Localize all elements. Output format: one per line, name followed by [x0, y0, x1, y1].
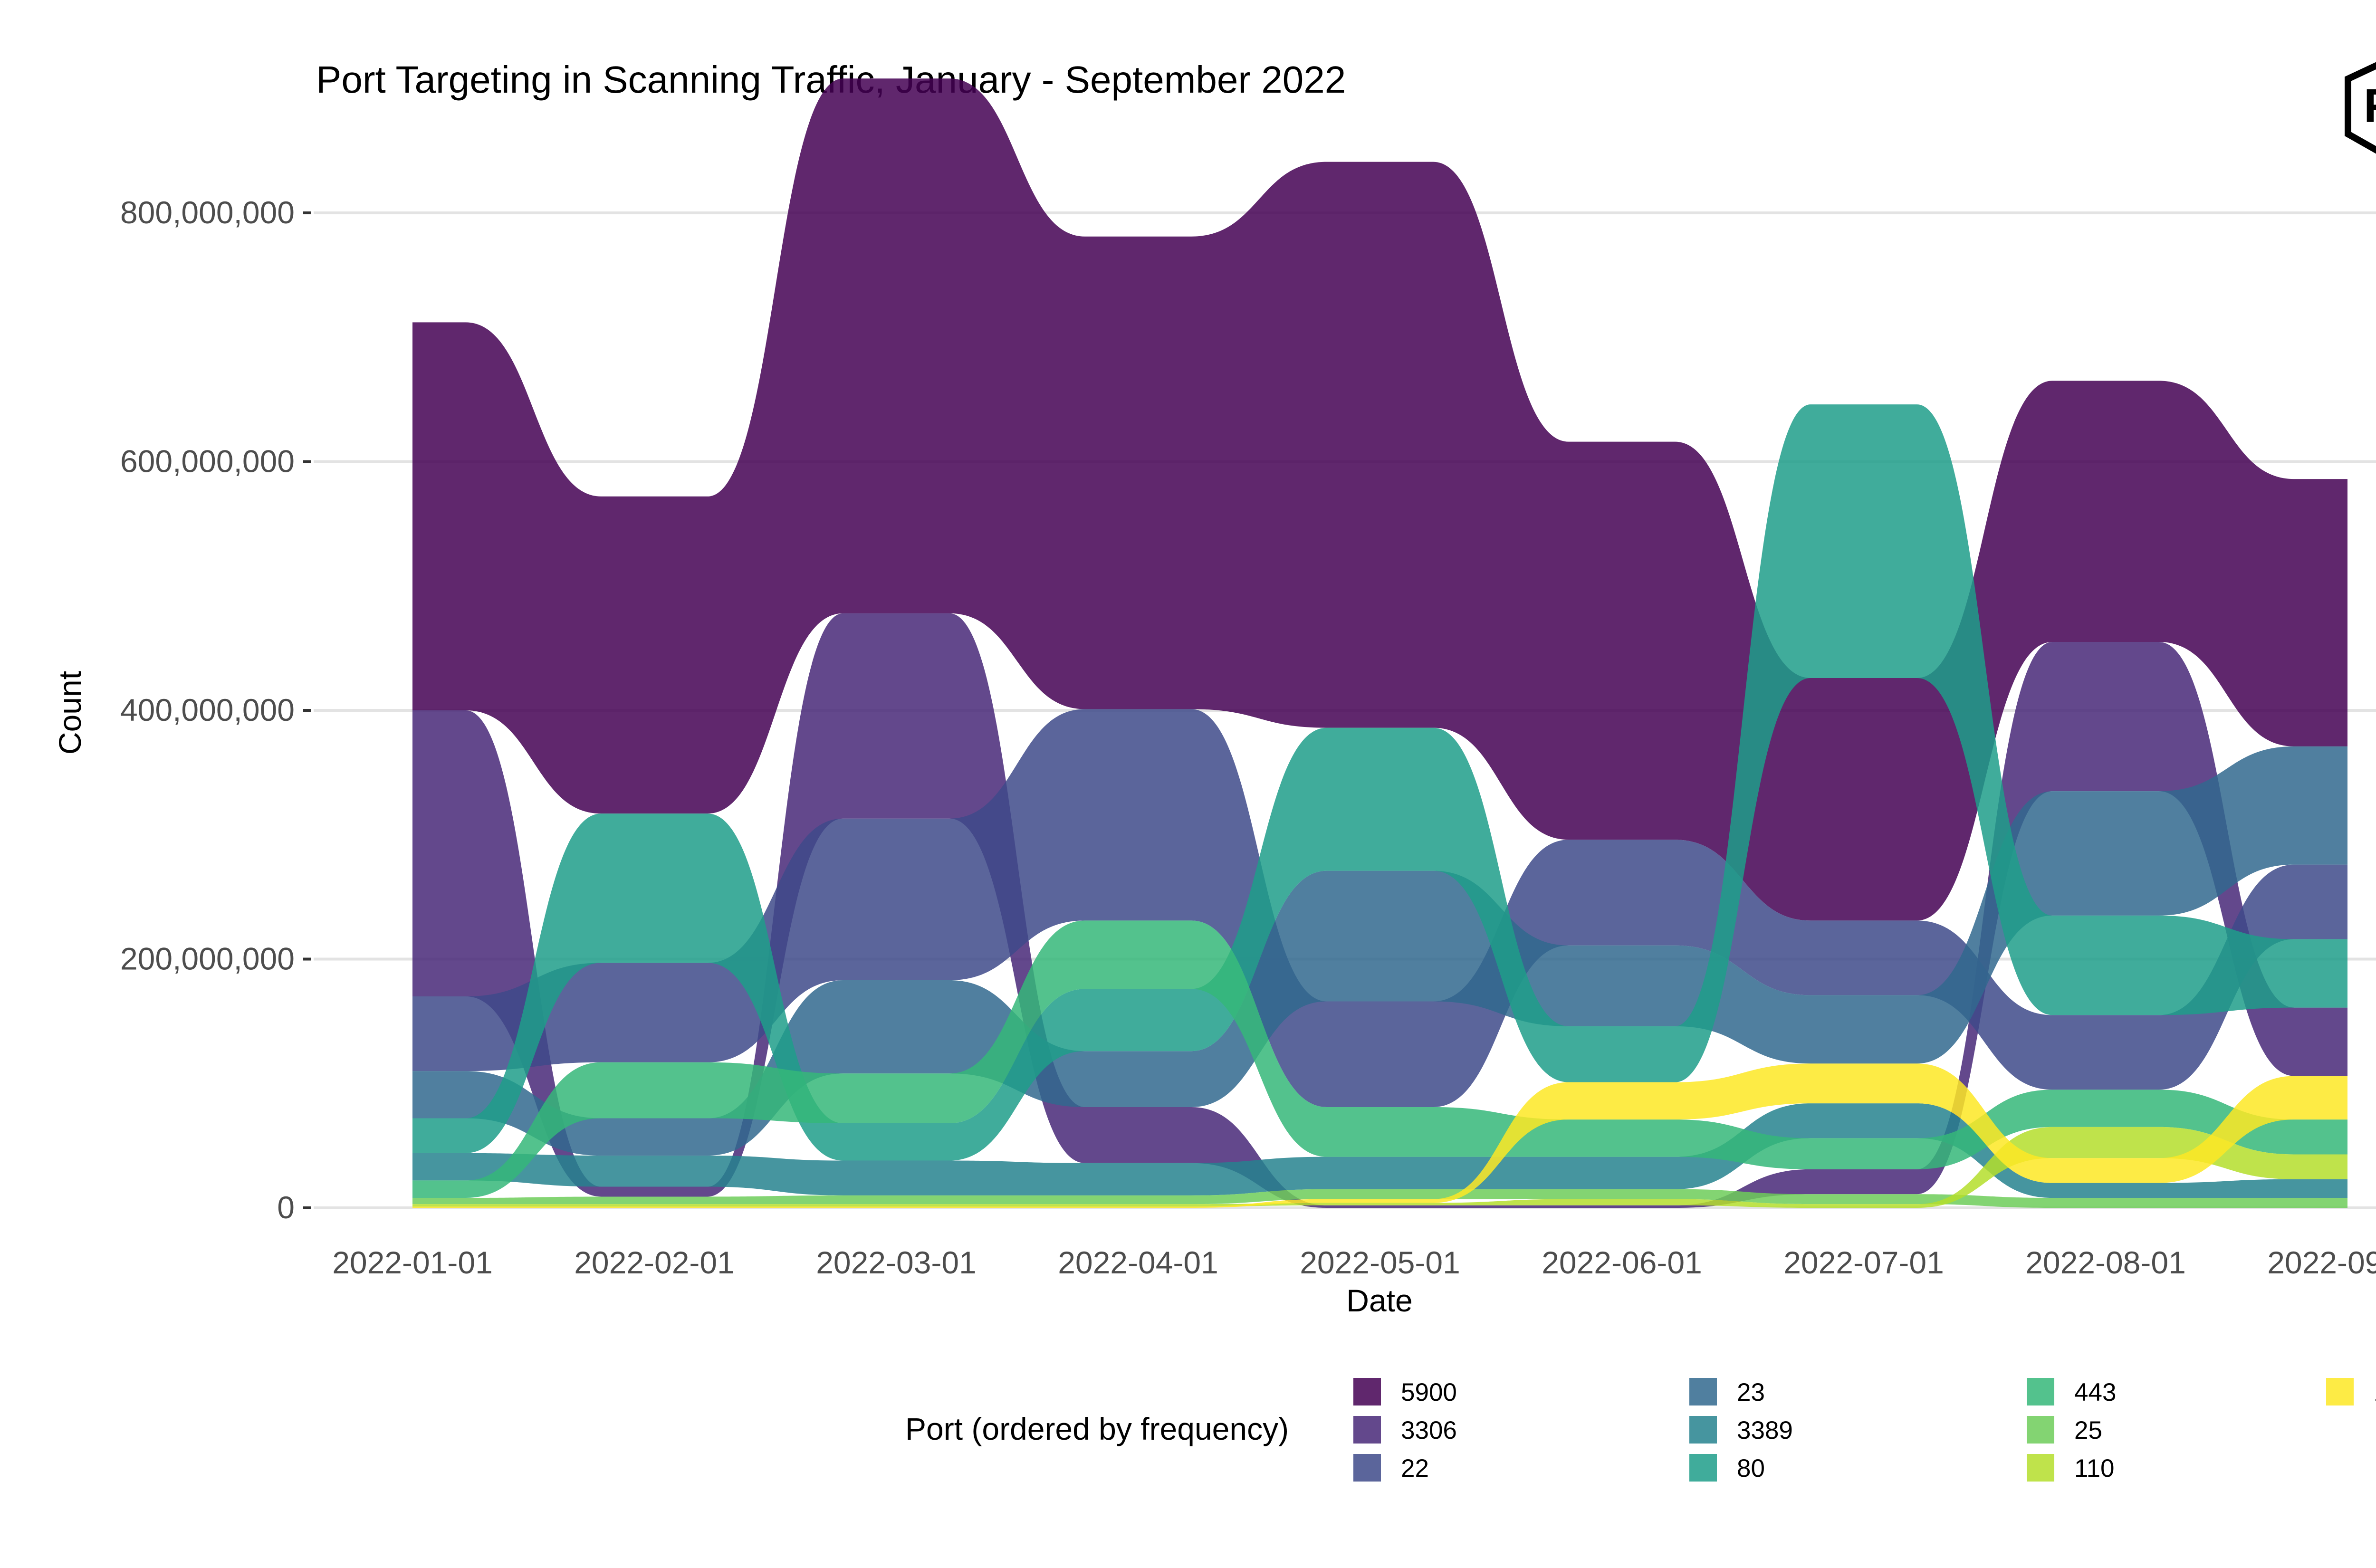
legend-label: 23: [1737, 1378, 1765, 1406]
x-tick-label: 2022-08-01: [2025, 1245, 2186, 1280]
band-port-80: [412, 404, 2347, 1161]
legend-swatch: [1689, 1416, 1717, 1444]
band-port-3389: [412, 1103, 2347, 1198]
band-port-25: [412, 1189, 2347, 1208]
y-tick-label: 0: [277, 1190, 295, 1225]
legend-label: 1080: [2374, 1378, 2376, 1406]
legend-label: 110: [2074, 1454, 2115, 1482]
y-tick-label: 200,000,000: [120, 941, 295, 976]
band-port-3306: [412, 613, 2347, 1208]
legend-swatch: [1353, 1416, 1381, 1444]
legend-label: 3306: [1401, 1416, 1457, 1444]
legend-label: 25: [2074, 1416, 2102, 1444]
band-port-110: [412, 1127, 2347, 1208]
legend-swatch: [1353, 1378, 1381, 1405]
logo-text: F5: [2364, 79, 2376, 133]
band-port-23: [412, 746, 2347, 1156]
y-axis: 0 200,000,000 400,000,000 600,000,000 800,00…: [120, 195, 311, 1225]
legend-swatch: [2027, 1416, 2054, 1444]
x-tick-label: 2022-05-01: [1300, 1245, 1460, 1280]
legend-label: 443: [2074, 1378, 2116, 1406]
legend-label: 3389: [1737, 1416, 1793, 1444]
band-port-1080: [412, 1063, 2347, 1208]
x-axis: 2022-01-01 2022-02-01 2022-03-01 2022-04-01…: [332, 1245, 2376, 1280]
legend-label: 5900: [1401, 1378, 1457, 1406]
x-tick-label: 2022-07-01: [1783, 1245, 1944, 1280]
legend-swatch: [2326, 1378, 2354, 1405]
legend-label: 80: [1737, 1454, 1765, 1482]
x-axis-title: Date: [1346, 1283, 1412, 1318]
band-port-5900: [412, 78, 2347, 921]
x-tick-label: 2022-09-01: [2267, 1245, 2376, 1280]
y-tick-label: 800,000,000: [120, 195, 295, 230]
band-port-443: [412, 920, 2347, 1198]
x-tick-label: 2022-01-01: [332, 1245, 493, 1280]
y-tick-label: 400,000,000: [120, 692, 295, 727]
x-tick-label: 2022-04-01: [1058, 1245, 1218, 1280]
y-axis-title: Count: [52, 671, 87, 755]
legend-swatch: [2027, 1378, 2054, 1405]
x-tick-label: 2022-02-01: [574, 1245, 735, 1280]
x-tick-label: 2022-03-01: [816, 1245, 977, 1280]
f5-labs-logo: F5 LABS: [2345, 62, 2376, 154]
legend-swatch: [1689, 1454, 1717, 1482]
logo-hexagon-icon: [2345, 62, 2376, 154]
legend-title: Port (ordered by frequency): [905, 1411, 1289, 1446]
plot-area: [412, 78, 2347, 1208]
legend-swatch: [2027, 1454, 2054, 1482]
legend-swatch: [1353, 1454, 1381, 1482]
band-port-22: [412, 709, 2347, 1107]
x-tick-label: 2022-06-01: [1542, 1245, 1702, 1280]
legend-swatch: [1689, 1378, 1717, 1405]
legend: Port (ordered by frequency) 5900 3306 22 23…: [905, 1378, 2376, 1482]
y-tick-label: 600,000,000: [120, 444, 295, 479]
legend-label: 22: [1401, 1454, 1429, 1482]
